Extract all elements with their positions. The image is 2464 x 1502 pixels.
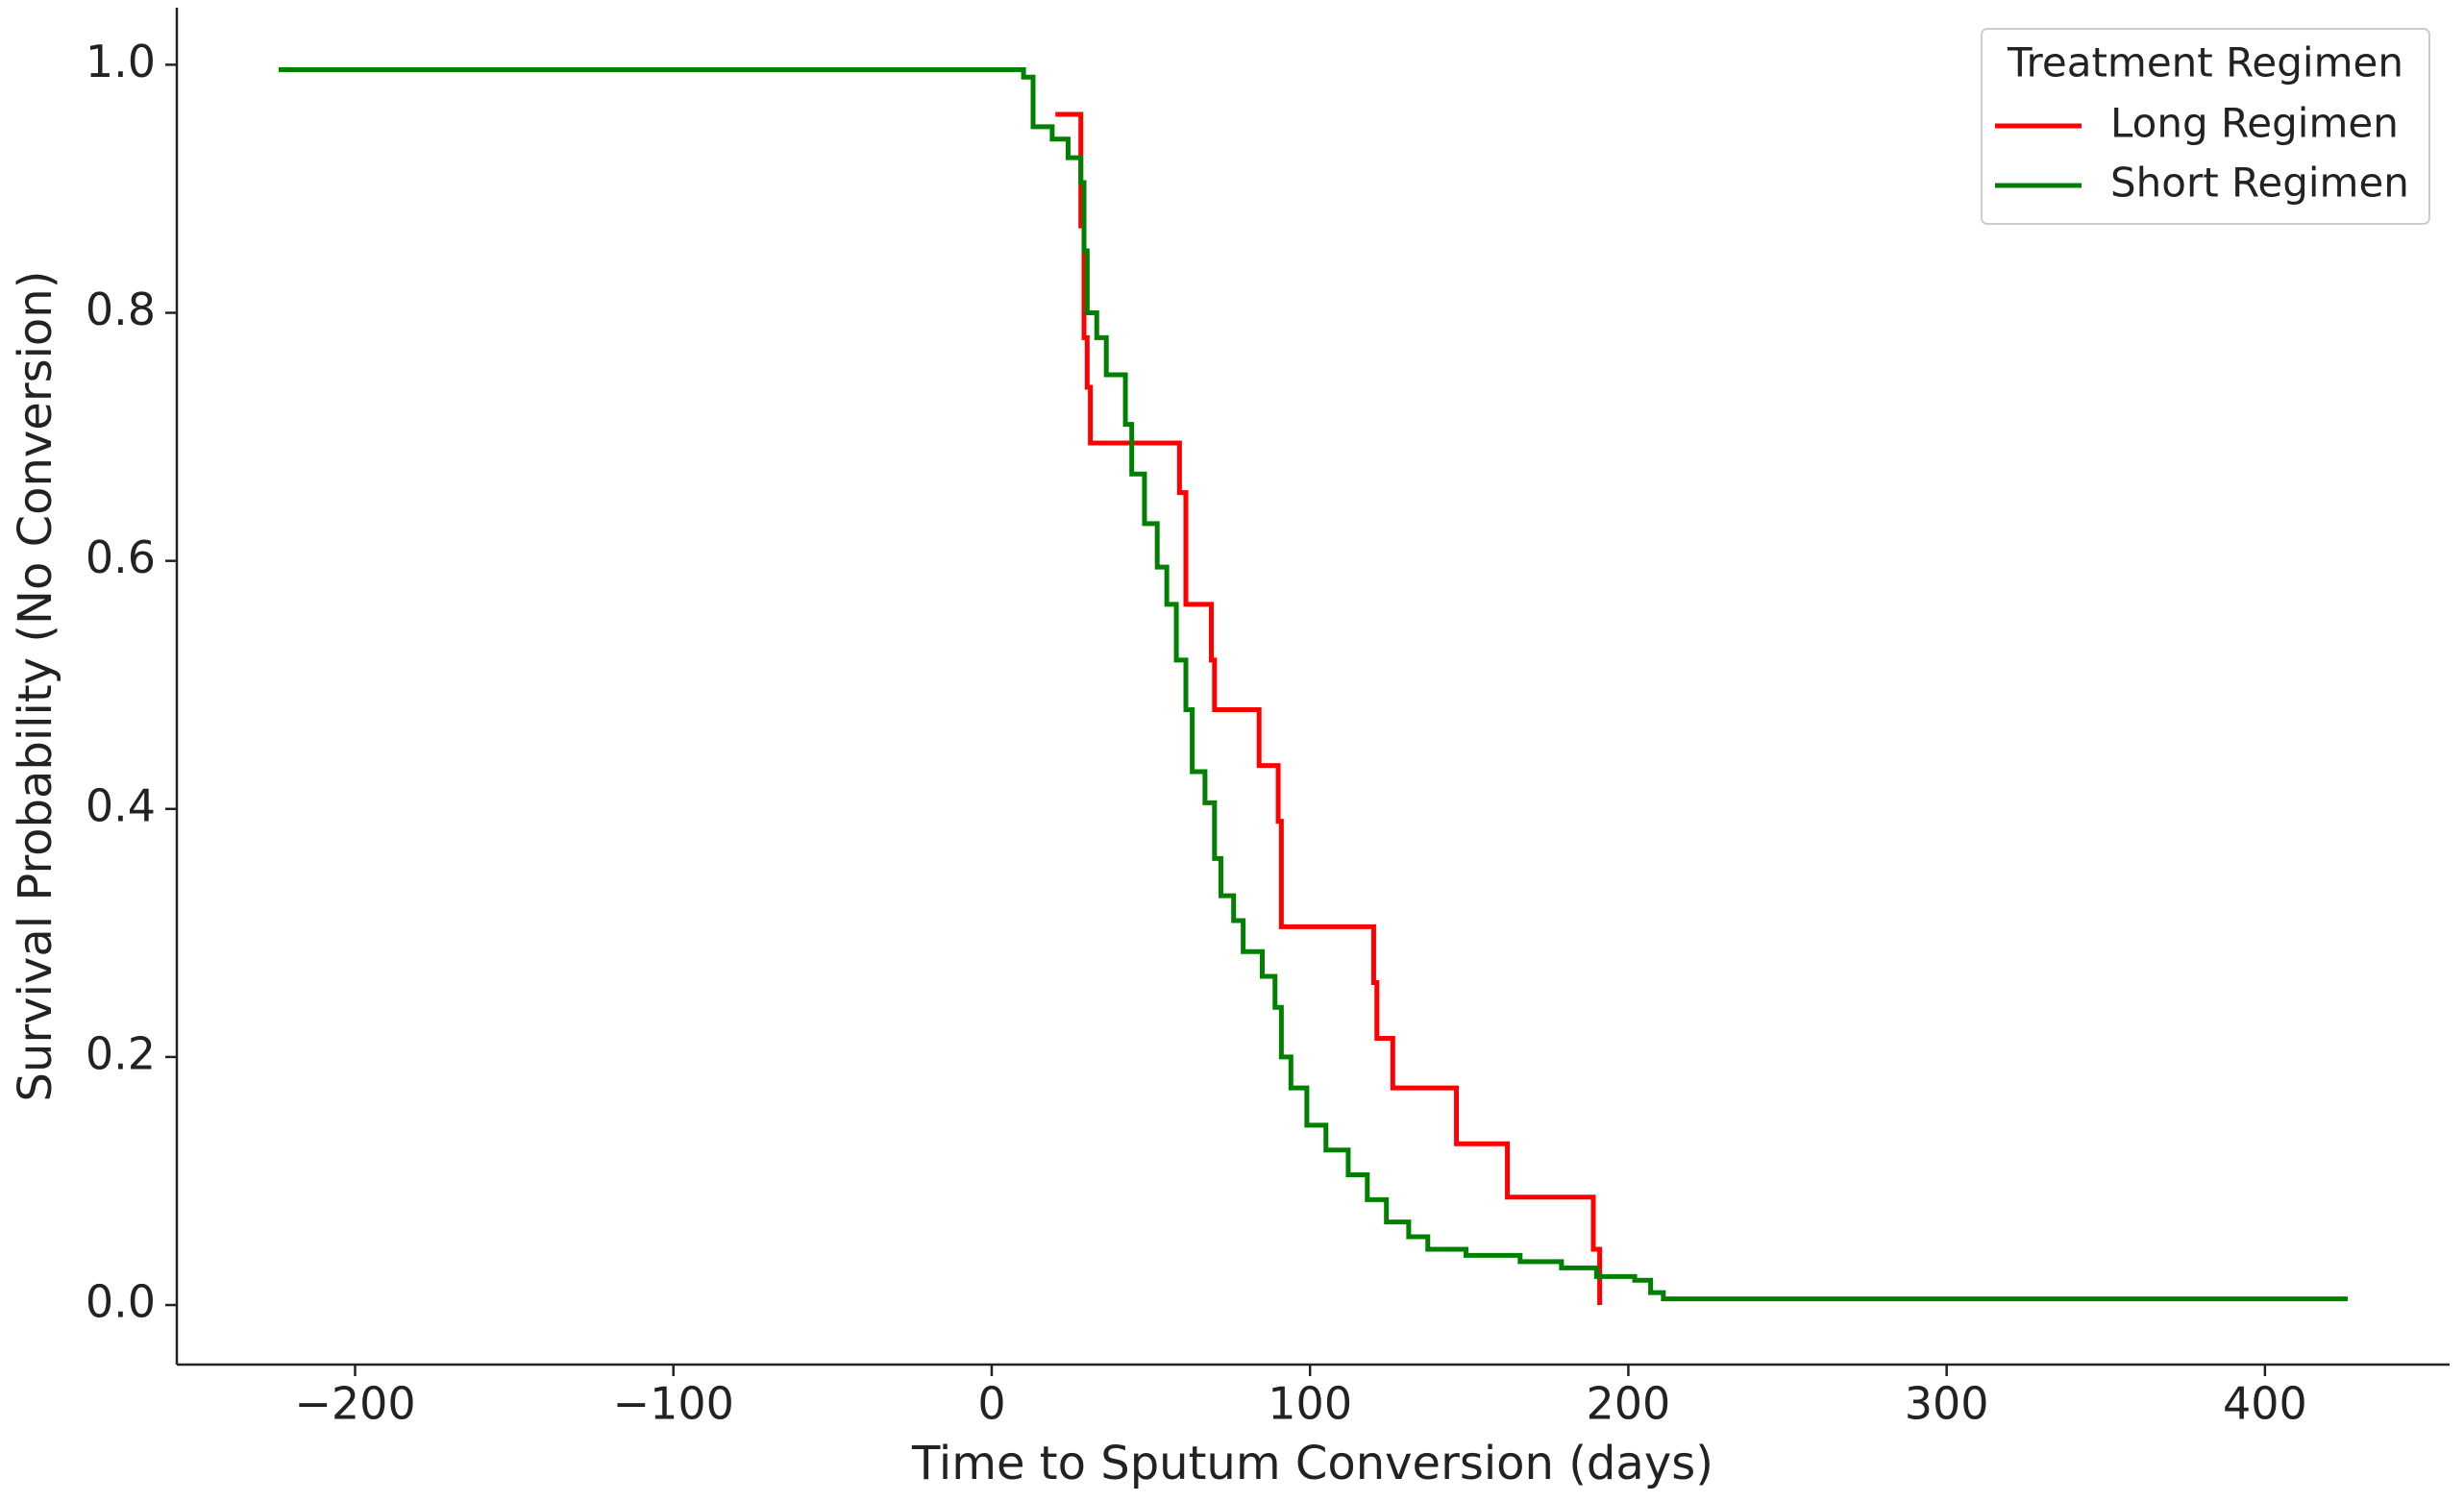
y-axis-label: Survival Probability (No Conversion) xyxy=(9,271,62,1102)
x-axis-label: Time to Sputum Conversion (days) xyxy=(911,1437,1713,1490)
survival-curve xyxy=(1055,111,1603,1306)
legend-label: Short Regimen xyxy=(2110,160,2409,207)
x-tick-label: 400 xyxy=(2223,1378,2307,1430)
legend-label: Long Regimen xyxy=(2110,100,2399,147)
y-tick-label: 0.8 xyxy=(86,283,156,335)
y-tick-label: 1.0 xyxy=(86,36,156,87)
y-tick-label: 0.0 xyxy=(86,1276,156,1328)
x-tick-label: 300 xyxy=(1905,1378,1989,1430)
survival-curve xyxy=(278,67,2349,1302)
x-tick-label: −100 xyxy=(613,1378,734,1430)
y-tick-label: 0.4 xyxy=(86,779,156,831)
legend-title: Treatment Regimen xyxy=(2007,39,2403,86)
legend-box xyxy=(1981,28,2430,225)
x-tick-label: 100 xyxy=(1268,1378,1352,1430)
y-tick-label: 0.2 xyxy=(86,1027,156,1079)
y-tick-label: 0.6 xyxy=(86,531,156,583)
x-tick-label: 200 xyxy=(1587,1378,1671,1430)
x-tick-label: −200 xyxy=(294,1378,415,1430)
x-tick-label: 0 xyxy=(977,1378,1005,1430)
